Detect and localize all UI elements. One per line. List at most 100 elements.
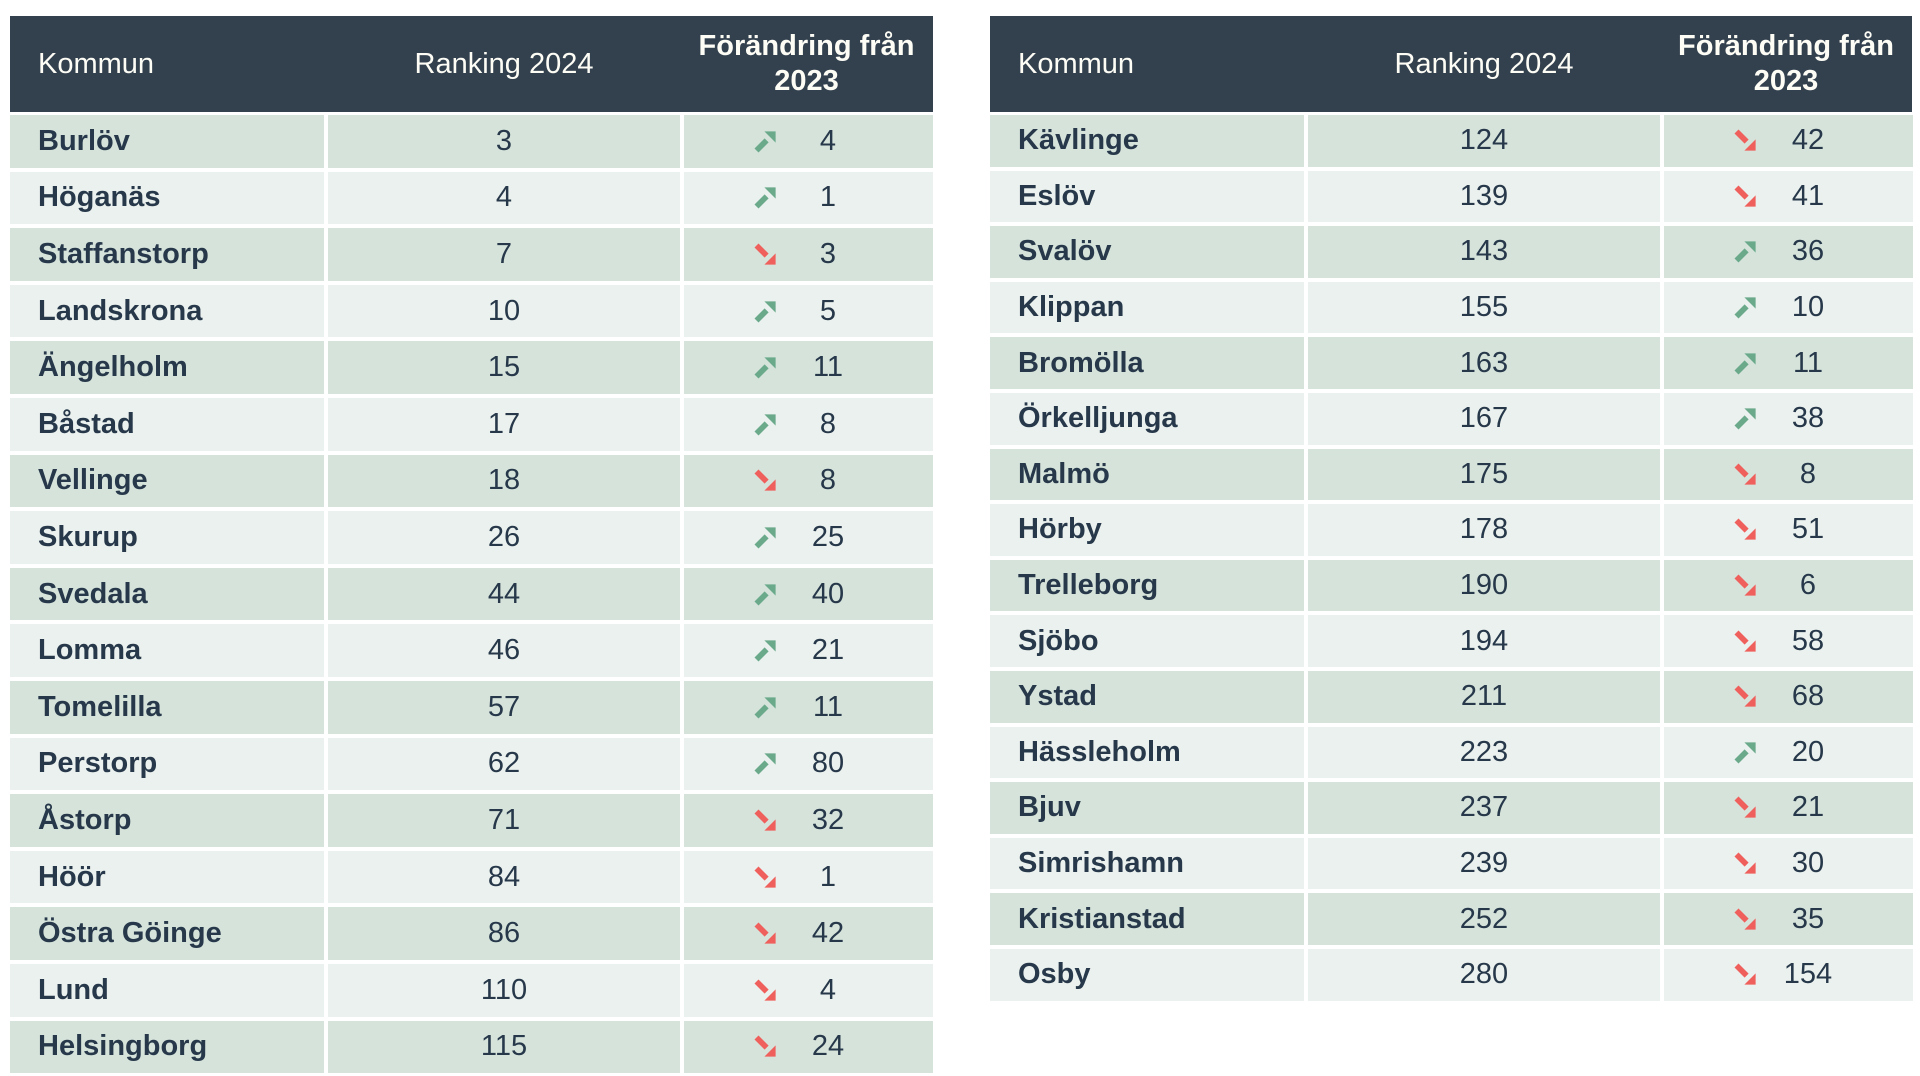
ranking-cell: 17 [328, 397, 680, 451]
table-row: Åstorp 71 32 [10, 794, 933, 847]
table-row: Ystad 211 68 [990, 670, 1913, 723]
change-cell: 5 [684, 284, 933, 338]
table-row: Klippan 155 10 [990, 281, 1913, 334]
table-row: Landskrona 10 5 [10, 284, 933, 338]
kommun-cell: Kävlinge [990, 115, 1304, 167]
kommun-cell: Staffanstorp [10, 228, 324, 281]
change-value: 68 [1791, 680, 1825, 713]
table-row: Bromölla 163 11 [990, 337, 1913, 389]
change-cell: 154 [1664, 948, 1913, 1001]
ranking-cell: 110 [328, 963, 680, 1017]
trend-down-icon [754, 243, 776, 265]
table-row: Höör 84 1 [10, 850, 933, 904]
change-value: 6 [1799, 569, 1817, 602]
change-cell: 10 [1664, 281, 1913, 334]
trend-up-icon [754, 753, 776, 775]
kommun-cell: Höganäs [10, 171, 324, 225]
change-cell: 1 [684, 850, 933, 904]
kommun-cell: Malmö [990, 448, 1304, 501]
kommun-cell: Svedala [10, 567, 324, 621]
table-row: Osby 280 154 [990, 948, 1913, 1001]
trend-down-icon [1734, 685, 1756, 707]
change-cell: 41 [1664, 170, 1913, 223]
table-row: Malmö 175 8 [990, 448, 1913, 501]
change-value: 21 [811, 634, 845, 667]
column-header-ranking: Ranking 2024 [1394, 47, 1574, 80]
column-header-kommun: Kommun [38, 47, 155, 80]
change-cell: 42 [684, 907, 933, 960]
table-row: Ängelholm 15 11 [10, 341, 933, 394]
table-header: Kommun Ranking 2024 Förändring från 2023 [990, 16, 1912, 112]
trend-down-icon [1734, 963, 1756, 985]
ranking-cell: 44 [328, 567, 680, 621]
ranking-cell: 143 [1308, 226, 1660, 278]
change-value: 38 [1791, 402, 1825, 435]
table-row: Bjuv 237 21 [990, 782, 1913, 834]
trend-down-icon [1734, 185, 1756, 207]
change-value: 10 [1791, 291, 1825, 324]
change-value: 32 [811, 803, 845, 836]
kommun-cell: Höör [10, 850, 324, 904]
ranking-cell: 155 [1308, 281, 1660, 334]
kommun-cell: Ängelholm [10, 341, 324, 394]
change-value: 5 [819, 294, 837, 327]
kommun-cell: Perstorp [10, 737, 324, 791]
trend-down-icon [754, 979, 776, 1001]
change-cell: 42 [1664, 115, 1913, 167]
trend-up-icon [754, 357, 776, 379]
ranking-cell: 86 [328, 907, 680, 960]
kommun-cell: Kristianstad [990, 893, 1304, 945]
ranking-cell: 280 [1308, 948, 1660, 1001]
change-cell: 25 [684, 511, 933, 564]
change-value: 8 [1799, 457, 1817, 490]
column-header-change: Förändring från 2023 [1678, 29, 1894, 97]
table-row: Staffanstorp 7 3 [10, 228, 933, 281]
change-cell: 11 [684, 341, 933, 394]
change-value: 80 [811, 747, 845, 780]
table-header: Kommun Ranking 2024 Förändring från 2023 [10, 16, 933, 112]
change-cell: 58 [1664, 615, 1913, 667]
ranking-cell: 190 [1308, 559, 1660, 612]
ranking-cell: 252 [1308, 893, 1660, 945]
change-value: 41 [1791, 179, 1825, 212]
table-row: Burlöv 3 4 [10, 115, 933, 168]
change-value: 58 [1791, 624, 1825, 657]
kommun-cell: Lomma [10, 624, 324, 677]
change-cell: 21 [684, 624, 933, 677]
change-cell: 36 [1664, 226, 1913, 278]
change-cell: 35 [1664, 893, 1913, 945]
change-value: 1 [819, 181, 837, 214]
trend-up-icon [754, 583, 776, 606]
change-value: 35 [1791, 902, 1825, 935]
kommun-cell: Östra Göinge [10, 907, 324, 960]
kommun-cell: Svalöv [990, 226, 1304, 278]
kommun-cell: Bjuv [990, 782, 1304, 834]
kommun-cell: Trelleborg [990, 559, 1304, 612]
table-row: Vellinge 18 8 [10, 454, 933, 508]
table-row: Trelleborg 190 6 [990, 559, 1913, 612]
ranking-table-left: Kommun Ranking 2024 Förändring från 2023… [10, 16, 933, 1074]
kommun-cell: Vellinge [10, 454, 324, 508]
ranking-cell: 163 [1308, 337, 1660, 389]
table-row: Höganäs 4 1 [10, 171, 933, 225]
change-cell: 8 [684, 454, 933, 508]
change-cell: 80 [684, 737, 933, 791]
ranking-cell: 175 [1308, 448, 1660, 501]
trend-up-icon [754, 527, 776, 549]
table-row: Svalöv 143 36 [990, 226, 1913, 278]
trend-down-icon [1734, 129, 1756, 151]
change-value: 40 [811, 577, 845, 610]
table-row: Tomelilla 57 11 [10, 680, 933, 734]
kommun-cell: Båstad [10, 397, 324, 451]
table-row: Svedala 44 40 [10, 567, 933, 621]
kommun-cell: Skurup [10, 511, 324, 564]
table-row: Örkelljunga 167 38 [990, 392, 1913, 445]
change-value: 4 [819, 124, 837, 157]
ranking-cell: 4 [328, 171, 680, 225]
change-cell: 4 [684, 963, 933, 1017]
change-value: 11 [812, 690, 844, 723]
table-row: Hörby 178 51 [990, 504, 1913, 556]
change-cell: 20 [1664, 726, 1913, 779]
kommun-cell: Hässleholm [990, 726, 1304, 779]
trend-down-icon [754, 809, 776, 831]
